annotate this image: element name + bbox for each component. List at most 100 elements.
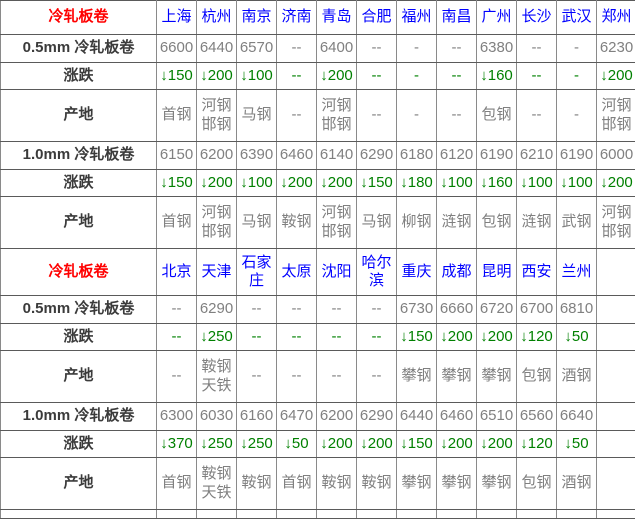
price-cell: 6470 xyxy=(276,402,317,431)
city-header[interactable]: 南京 xyxy=(236,0,277,35)
city-header[interactable]: 福州 xyxy=(396,0,437,35)
origin-cell: 涟钢 xyxy=(516,196,557,249)
change-cell: ↓100 xyxy=(236,169,277,197)
empty-cell xyxy=(436,509,477,519)
city-header[interactable]: 济南 xyxy=(276,0,317,35)
city-header[interactable]: 石家庄 xyxy=(236,248,277,296)
change-row: 涨跌 -- ↓250 -- -- -- -- ↓150 ↓200 ↓200 ↓120 ↓50 xyxy=(0,323,635,351)
price-cell: -- xyxy=(236,295,277,324)
price-row: 1.0mm 冷轧板卷 6300 6030 6160 6470 6200 6290 6440 64… xyxy=(0,402,635,431)
origin-cell: 鞍钢天铁 xyxy=(196,457,237,510)
city-header[interactable]: 上海 xyxy=(156,0,197,35)
city-header[interactable]: 北京 xyxy=(156,248,197,296)
price-cell: 6190 xyxy=(556,141,597,170)
origin-cell: -- xyxy=(156,350,197,403)
city-header[interactable]: 兰州 xyxy=(556,248,597,296)
price-cell: -- xyxy=(316,295,357,324)
origin-cell: 酒钢 xyxy=(556,350,597,403)
price-cell: 6700 xyxy=(516,295,557,324)
origin-cell: 包钢 xyxy=(516,350,557,403)
empty-cell xyxy=(476,509,517,519)
city-header[interactable]: 青岛 xyxy=(316,0,357,35)
origin-cell: 武钢 xyxy=(556,196,597,249)
city-header[interactable]: 南昌 xyxy=(436,0,477,35)
origin-cell: 鞍钢天铁 xyxy=(196,350,237,403)
origin-cell: -- xyxy=(316,350,357,403)
empty-cell xyxy=(276,509,317,519)
origin-cell: 首钢 xyxy=(156,196,197,249)
change-cell: ↓200 xyxy=(436,323,477,351)
price-cell: 6510 xyxy=(476,402,517,431)
origin-cell: 包钢 xyxy=(476,89,517,142)
price-cell: -- xyxy=(156,295,197,324)
origin-row: 产地 首钢 鞍钢天铁 鞍钢 首钢 鞍钢 鞍钢 攀钢 攀钢 攀钢 包钢 酒钢 xyxy=(0,457,635,510)
city-header[interactable]: 昆明 xyxy=(476,248,517,296)
origin-cell: 河钢邯钢 xyxy=(596,89,635,142)
price-cell: - xyxy=(396,34,437,63)
origin-cell xyxy=(596,350,635,403)
price-row: 1.0mm 冷轧板卷 6150 6200 6390 6460 6140 6290 6180 61… xyxy=(0,141,635,170)
city-header[interactable]: 武汉 xyxy=(556,0,597,35)
price-cell: 6600 xyxy=(156,34,197,63)
change-cell: ↓200 xyxy=(596,62,635,90)
price-cell: -- xyxy=(516,34,557,63)
change-cell: - xyxy=(556,62,597,90)
price-cell xyxy=(596,402,635,431)
city-header[interactable]: 西安 xyxy=(516,248,557,296)
empty-cell xyxy=(156,509,197,519)
change-cell: ↓160 xyxy=(476,62,517,90)
price-cell: 6000 xyxy=(596,141,635,170)
city-header[interactable]: 太原 xyxy=(276,248,317,296)
origin-row: 产地 -- 鞍钢天铁 -- -- -- -- 攀钢 攀钢 攀钢 包钢 酒钢 xyxy=(0,350,635,403)
origin-cell: 柳钢 xyxy=(396,196,437,249)
price-cell: -- xyxy=(356,34,397,63)
row-label: 涨跌 xyxy=(0,62,157,90)
price-cell: 6300 xyxy=(156,402,197,431)
row-label: 涨跌 xyxy=(0,323,157,351)
change-cell: ↓370 xyxy=(156,430,197,458)
change-cell: ↓50 xyxy=(276,430,317,458)
empty-cell xyxy=(356,509,397,519)
origin-cell: 河钢邯钢 xyxy=(196,89,237,142)
city-header[interactable]: 杭州 xyxy=(196,0,237,35)
city-header[interactable]: 成都 xyxy=(436,248,477,296)
section-header-row: 冷轧板卷 上海 杭州 南京 济南 青岛 合肥 福州 南昌 广州 长沙 武汉 郑州 xyxy=(0,0,635,35)
city-header[interactable]: 广州 xyxy=(476,0,517,35)
change-row: 涨跌 ↓370 ↓250 ↓250 ↓50 ↓200 ↓200 ↓150 ↓200 ↓200 ↓12… xyxy=(0,430,635,458)
city-header[interactable]: 沈阳 xyxy=(316,248,357,296)
origin-cell: 河钢邯钢 xyxy=(596,196,635,249)
city-header[interactable]: 哈尔滨 xyxy=(356,248,397,296)
change-cell: ↓100 xyxy=(556,169,597,197)
change-cell: -- xyxy=(236,323,277,351)
origin-cell: 攀钢 xyxy=(436,457,477,510)
city-header[interactable]: 合肥 xyxy=(356,0,397,35)
origin-cell: 鞍钢 xyxy=(276,196,317,249)
city-header[interactable]: 天津 xyxy=(196,248,237,296)
empty-cell xyxy=(396,509,437,519)
origin-cell: 攀钢 xyxy=(476,457,517,510)
city-header[interactable]: 郑州 xyxy=(596,0,635,35)
city-header[interactable]: 重庆 xyxy=(396,248,437,296)
price-row: 0.5mm 冷轧板卷 6600 6440 6570 -- 6400 -- - -- 6380 -- -… xyxy=(0,34,635,63)
change-cell: ↓100 xyxy=(436,169,477,197)
origin-cell: 马钢 xyxy=(236,196,277,249)
origin-cell: - xyxy=(396,89,437,142)
row-label: 1.0mm 冷轧板卷 xyxy=(0,141,157,170)
change-cell: ↓50 xyxy=(556,430,597,458)
origin-cell: - xyxy=(556,89,597,142)
price-cell: -- xyxy=(436,34,477,63)
origin-cell: 河钢邯钢 xyxy=(316,89,357,142)
section-title: 冷轧板卷 xyxy=(0,248,157,296)
origin-cell: 首钢 xyxy=(276,457,317,510)
origin-cell: 鞍钢 xyxy=(356,457,397,510)
change-cell: ↓200 xyxy=(356,430,397,458)
origin-cell: 首钢 xyxy=(156,89,197,142)
price-cell: -- xyxy=(276,295,317,324)
city-header[interactable]: 长沙 xyxy=(516,0,557,35)
change-cell: ↓180 xyxy=(396,169,437,197)
change-cell xyxy=(596,430,635,458)
change-cell: ↓100 xyxy=(516,169,557,197)
price-cell: 6660 xyxy=(436,295,477,324)
row-label: 涨跌 xyxy=(0,430,157,458)
